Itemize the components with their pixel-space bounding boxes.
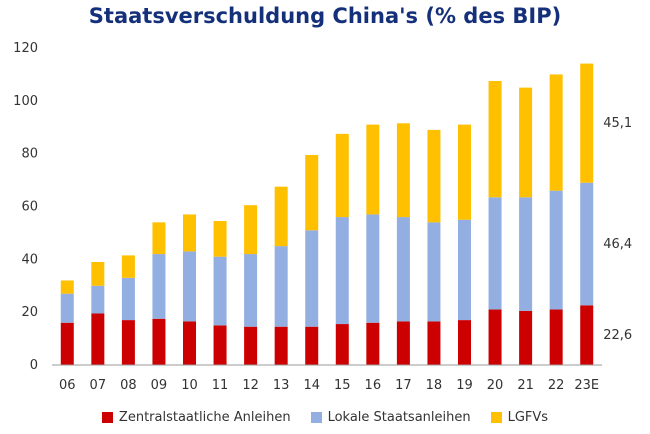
bar-segment-central: [60, 322, 74, 365]
legend-swatch: [101, 411, 113, 423]
value-annotation: 22,6: [603, 328, 632, 343]
x-tick-label: 19: [456, 378, 473, 393]
y-tick-label: 20: [21, 305, 38, 320]
bar-segment-local: [60, 293, 74, 323]
bar-segment-lgfv: [580, 63, 594, 183]
bar-segment-central: [549, 309, 563, 365]
bar-segment-lgfv: [213, 221, 227, 257]
bar-segment-local: [121, 277, 135, 321]
x-tick-label: 15: [334, 378, 351, 393]
legend-swatch: [490, 411, 502, 423]
bar-segment-local: [580, 182, 594, 306]
bar-segment-central: [488, 309, 502, 365]
bar-segment-local: [335, 217, 349, 325]
bar-segment-central: [580, 305, 594, 365]
x-tick-label: 13: [273, 378, 290, 393]
bar-segment-central: [335, 324, 349, 365]
bar-segment-lgfv: [121, 255, 135, 278]
x-tick-label: 07: [90, 378, 107, 393]
y-tick-label: 120: [13, 41, 38, 56]
y-tick-label: 0: [30, 358, 38, 373]
bar-segment-lgfv: [244, 205, 258, 255]
bar-segment-local: [366, 214, 380, 323]
bar-segment-local: [183, 251, 196, 322]
bar-segment-local: [427, 222, 441, 322]
bar-segment-central: [305, 326, 319, 365]
y-axis: 0 20 40 60 80 100 120: [13, 41, 38, 373]
bar-segment-local: [91, 285, 105, 314]
x-tick-label: 20: [487, 378, 504, 393]
bar-segment-central: [244, 326, 258, 365]
legend-label: Zentralstaatliche Anleihen: [118, 409, 291, 425]
legend: Zentralstaatliche Anleihen Lokale Staatsa…: [0, 405, 650, 429]
x-tick-label: 08: [120, 378, 137, 393]
bar-segment-central: [366, 322, 380, 365]
bar-segment-lgfv: [427, 129, 441, 223]
x-tick-label: 22: [548, 378, 565, 393]
value-annotation: 45,1: [603, 116, 632, 131]
value-annotation: 46,4: [603, 237, 632, 252]
bar-segment-local: [396, 217, 410, 322]
x-tick-label: 14: [303, 378, 320, 393]
bar-segment-local: [488, 197, 502, 310]
bar-segment-central: [152, 318, 166, 365]
x-tick-label: 09: [151, 378, 168, 393]
bar-segment-lgfv: [366, 124, 380, 215]
bars: [60, 63, 594, 365]
bar-segment-lgfv: [152, 222, 166, 255]
bar-segment-central: [458, 320, 471, 365]
x-tick-label: 23E: [574, 378, 599, 393]
bar-segment-central: [274, 326, 288, 365]
bar-segment-lgfv: [91, 261, 105, 286]
bar-segment-local: [274, 246, 288, 327]
bar-segment-lgfv: [519, 87, 533, 198]
x-tick-label: 12: [242, 378, 259, 393]
legend-item-central: Zentralstaatliche Anleihen: [101, 409, 291, 425]
y-tick-label: 80: [21, 147, 38, 162]
bar-segment-central: [519, 310, 533, 365]
chart-title: Staatsverschuldung China's (% des BIP): [88, 4, 562, 28]
stacked-bar-chart: 0 20 40 60 80 100 120 06 07 08 09 10 11 12 13 14 15 16 17…: [13, 41, 632, 393]
x-tick-label: 16: [365, 378, 382, 393]
bar-segment-lgfv: [396, 123, 410, 218]
bar-segment-central: [427, 321, 441, 365]
bar-segment-local: [213, 256, 227, 326]
bar-segment-central: [213, 325, 227, 365]
legend-item-lgfv: LGFVs: [490, 409, 549, 425]
legend-item-local: Lokale Staatsanleihen: [310, 409, 471, 425]
annotations: 45,1 46,4 22,6: [603, 116, 632, 343]
bar-segment-local: [458, 219, 471, 321]
legend-label: Lokale Staatsanleihen: [327, 409, 471, 425]
y-tick-label: 60: [21, 200, 38, 215]
bar-segment-lgfv: [183, 214, 196, 252]
y-tick-label: 40: [21, 252, 38, 267]
bar-segment-local: [519, 197, 533, 311]
x-tick-label: 21: [517, 378, 534, 393]
bar-segment-lgfv: [60, 280, 74, 294]
bar-segment-lgfv: [305, 154, 319, 231]
bar-segment-local: [549, 190, 563, 310]
bar-segment-local: [244, 254, 258, 327]
bar-segment-local: [305, 230, 319, 327]
y-tick-label: 100: [13, 94, 38, 109]
bar-segment-central: [91, 313, 105, 365]
bar-segment-central: [183, 321, 196, 365]
bar-segment-central: [121, 320, 135, 365]
x-tick-label: 17: [395, 378, 412, 393]
bar-segment-central: [396, 321, 410, 365]
bar-segment-lgfv: [274, 186, 288, 247]
x-tick-label: 11: [212, 378, 229, 393]
bar-segment-lgfv: [458, 124, 471, 220]
bar-segment-lgfv: [488, 81, 502, 198]
legend-swatch: [310, 411, 322, 423]
x-tick-label: 18: [426, 378, 443, 393]
legend-label: LGFVs: [507, 409, 549, 425]
bar-segment-local: [152, 254, 166, 319]
x-tick-label: 06: [59, 378, 76, 393]
x-tick-label: 10: [181, 378, 198, 393]
bar-segment-lgfv: [549, 74, 563, 191]
x-axis: 06 07 08 09 10 11 12 13 14 15 16 17 18 19 20 21 22 23E: [59, 378, 599, 393]
bar-segment-lgfv: [335, 133, 349, 218]
